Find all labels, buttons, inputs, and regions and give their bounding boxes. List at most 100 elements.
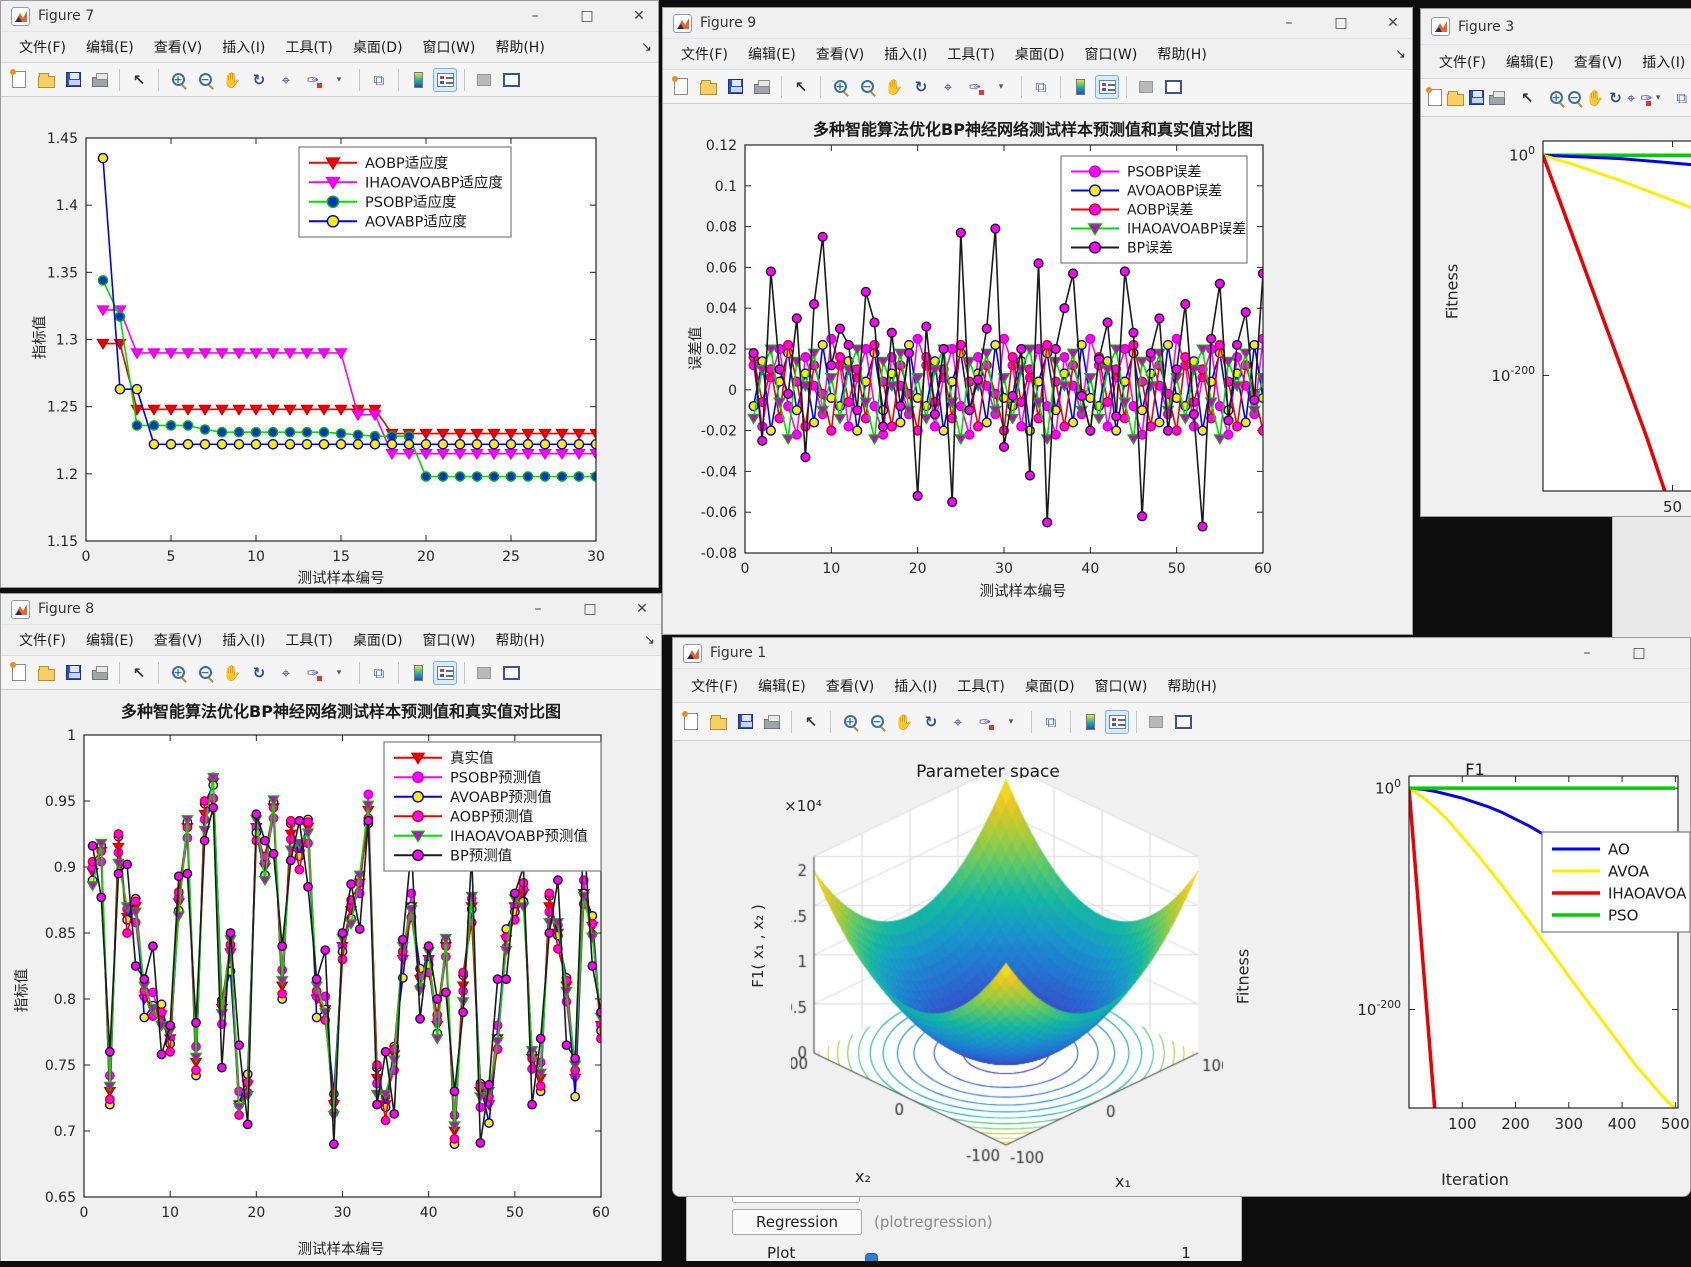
plot-interval-slider[interactable] xyxy=(865,1252,1007,1261)
fig3-convergence-chart[interactable]: 5010010010-200 xyxy=(1421,117,1691,517)
brush-icon[interactable]: ✑ xyxy=(1640,88,1653,107)
fig7-fitness-chart[interactable]: 0 5 10 15 20 25 30 1.15 1.2 1.25 1.3 1.35 1.4 1.45 AOB… xyxy=(1,97,659,588)
menu-item-1[interactable]: 编辑(E) xyxy=(747,47,796,63)
pan-icon[interactable]: ✋ xyxy=(222,70,242,89)
menu-item-4[interactable]: 工具(T) xyxy=(285,633,333,649)
menu-item-0[interactable]: 文件(F) xyxy=(19,40,66,56)
show-plot-tools-icon[interactable] xyxy=(499,68,523,92)
save-icon[interactable] xyxy=(61,68,85,92)
open-file-icon[interactable] xyxy=(34,68,58,92)
insert-colorbar-icon[interactable] xyxy=(406,661,430,685)
menu-item-2[interactable]: 查看(V) xyxy=(153,633,203,649)
insert-legend-icon[interactable] xyxy=(433,67,457,92)
data-cursor-icon[interactable]: ⌖ xyxy=(281,70,291,89)
zoom-out-icon[interactable]: − xyxy=(860,80,874,93)
menu-item-1[interactable]: 编辑(E) xyxy=(757,678,806,695)
link-plots-icon[interactable]: ⧉ xyxy=(1035,77,1047,96)
regression-button[interactable]: Regression xyxy=(732,1209,862,1235)
new-document-icon[interactable] xyxy=(7,68,31,92)
minimize-button[interactable]: – xyxy=(1285,15,1293,31)
menu-item-2[interactable]: 查看(V) xyxy=(153,40,203,56)
pan-icon[interactable]: ✋ xyxy=(884,77,904,96)
close-button[interactable]: ✕ xyxy=(633,8,645,24)
zoom-out-icon[interactable]: − xyxy=(198,666,212,679)
minimize-button[interactable]: – xyxy=(534,601,542,617)
menu-item-6[interactable]: 窗口(W) xyxy=(422,40,476,56)
brush-dropdown-icon[interactable]: ▾ xyxy=(336,74,342,85)
maximize-button[interactable]: □ xyxy=(583,601,597,617)
menu-item-5[interactable]: 桌面(D) xyxy=(352,40,403,56)
menu-item-4[interactable]: 工具(T) xyxy=(947,47,995,63)
menu-item-4[interactable]: 工具(T) xyxy=(957,678,1005,695)
brush-icon[interactable]: ✑ xyxy=(968,77,982,96)
link-plots-icon[interactable]: ⧉ xyxy=(1045,712,1057,731)
figure8-titlebar[interactable]: Figure 8 – □ ✕ xyxy=(1,594,661,625)
hide-plot-tools-icon[interactable] xyxy=(472,661,496,685)
f1-convergence-chart[interactable]: 100 200 300 400 500 100 10-200 AO AVOA IHAOAVOA PS… xyxy=(1252,742,1691,1197)
brush-icon[interactable]: ✑ xyxy=(306,663,320,682)
print-icon[interactable] xyxy=(760,710,784,734)
insert-colorbar-icon[interactable] xyxy=(406,68,430,92)
minimize-button[interactable]: – xyxy=(1583,645,1591,661)
menu-item-7[interactable]: 帮助(H) xyxy=(1167,678,1217,695)
figure9-titlebar[interactable]: Figure 9 – □ ✕ xyxy=(663,8,1412,39)
menu-item-4[interactable]: 工具(T) xyxy=(285,40,333,56)
close-button[interactable]: ✕ xyxy=(636,601,648,617)
open-file-icon[interactable] xyxy=(696,75,720,99)
print-icon[interactable] xyxy=(1488,86,1506,110)
zoom-in-icon[interactable]: + xyxy=(171,73,185,86)
print-icon[interactable] xyxy=(88,68,112,92)
fig8-prediction-chart[interactable]: 0 10 20 30 40 50 60 0.65 0.7 0.75 0.8 0.85 0.9 0.95 1 真… xyxy=(1,690,662,1262)
rotate-3d-icon[interactable]: ↻ xyxy=(252,70,266,89)
print-icon[interactable] xyxy=(88,661,112,685)
link-plots-icon[interactable]: ⧉ xyxy=(1676,88,1688,107)
menu-item-3[interactable]: 插入(I) xyxy=(222,40,266,56)
menu-item-3[interactable]: 插入(I) xyxy=(222,633,266,649)
menu-item-1[interactable]: 编辑(E) xyxy=(85,40,134,56)
save-icon[interactable] xyxy=(61,661,85,685)
hide-plot-tools-icon[interactable] xyxy=(1144,710,1168,734)
save-icon[interactable] xyxy=(723,75,747,99)
data-cursor-icon[interactable]: ⌖ xyxy=(1626,88,1636,107)
figure3-titlebar[interactable]: Figure 3 xyxy=(1421,9,1691,45)
open-file-icon[interactable] xyxy=(1446,86,1465,110)
dock-figure-icon[interactable]: ↘ xyxy=(1395,46,1406,62)
menu-item-0[interactable]: 文件(F) xyxy=(19,633,66,649)
maximize-button[interactable]: □ xyxy=(580,8,594,24)
save-icon[interactable] xyxy=(1468,86,1485,110)
link-plots-icon[interactable]: ⧉ xyxy=(373,70,385,89)
brush-icon[interactable]: ✑ xyxy=(978,712,992,731)
insert-colorbar-icon[interactable] xyxy=(1068,75,1092,99)
open-file-icon[interactable] xyxy=(706,710,730,734)
close-button[interactable]: ✕ xyxy=(1387,15,1399,31)
menu-item-5[interactable]: 桌面(D) xyxy=(1024,678,1075,695)
pan-icon[interactable]: ✋ xyxy=(222,663,242,682)
new-document-icon[interactable] xyxy=(669,75,693,99)
data-cursor-icon[interactable]: ⌖ xyxy=(281,663,291,682)
menu-item-6[interactable]: 窗口(W) xyxy=(422,633,476,649)
menu-item-3[interactable]: 插入(I) xyxy=(894,678,938,695)
zoom-out-icon[interactable]: − xyxy=(1567,91,1581,104)
open-file-icon[interactable] xyxy=(34,661,58,685)
menu-item-2[interactable]: 查看(V) xyxy=(1573,54,1623,71)
link-plots-icon[interactable]: ⧉ xyxy=(373,663,385,682)
save-icon[interactable] xyxy=(733,710,757,734)
show-plot-tools-icon[interactable] xyxy=(1171,710,1195,734)
data-cursor-icon[interactable]: ⌖ xyxy=(953,712,963,731)
maximize-button[interactable]: □ xyxy=(1334,15,1348,31)
new-document-icon[interactable] xyxy=(7,661,31,685)
menu-item-7[interactable]: 帮助(H) xyxy=(1157,47,1207,63)
menu-item-5[interactable]: 桌面(D) xyxy=(1014,47,1065,63)
menu-item-2[interactable]: 查看(V) xyxy=(825,678,875,695)
figure1-titlebar[interactable]: Figure 1 – □ xyxy=(673,638,1690,669)
zoom-in-icon[interactable]: + xyxy=(833,80,847,93)
pointer-icon[interactable]: ↖ xyxy=(1521,88,1534,107)
zoom-in-icon[interactable]: + xyxy=(843,715,857,728)
rotate-3d-icon[interactable]: ↻ xyxy=(252,663,266,682)
menu-item-0[interactable]: 文件(F) xyxy=(1439,54,1486,71)
zoom-in-icon[interactable]: + xyxy=(1549,91,1563,104)
dock-figure-icon[interactable]: ↘ xyxy=(644,632,655,648)
menu-item-6[interactable]: 窗口(W) xyxy=(1084,47,1138,63)
new-document-icon[interactable] xyxy=(1426,86,1443,110)
menu-item-3[interactable]: 插入(I) xyxy=(884,47,928,63)
